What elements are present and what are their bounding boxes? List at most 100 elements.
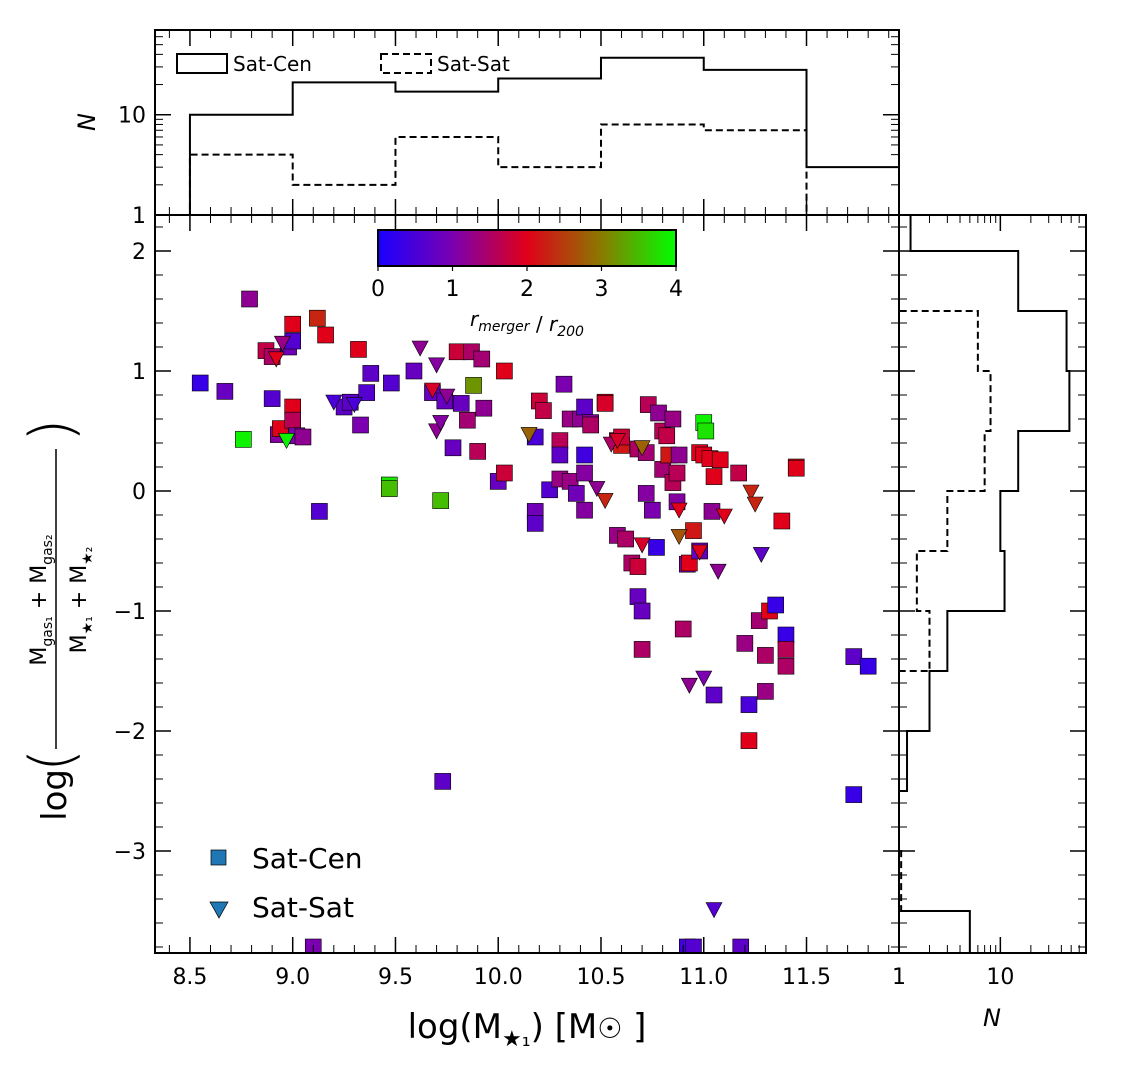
sat-cen-point	[637, 485, 655, 502]
sat-cen-point	[191, 374, 209, 392]
sat-sat-point	[608, 433, 626, 450]
sat-cen-point	[736, 635, 754, 652]
right-x-tick-label: 10	[986, 965, 1014, 990]
sat-cen-point	[448, 343, 466, 361]
top-hist-sat-sat	[188, 123, 808, 215]
sat-cen-point	[311, 503, 328, 520]
sat-cen-point	[674, 620, 692, 638]
sat-cen-point	[757, 647, 774, 664]
top-legend-sat-cen: Sat-Cen	[233, 52, 312, 76]
y-tick-label: 0	[132, 480, 146, 505]
main-scatter-panel: 8.5 9.0 9.5 10.0 10.5 11.0 11.5 2 1 0 −1 −2 −3	[114, 214, 900, 990]
sat-sat-point	[715, 508, 733, 525]
sat-cen-point	[216, 383, 234, 400]
sat-sat-point	[588, 481, 606, 498]
top-legend-dashed-swatch	[380, 53, 432, 74]
sat-cen-point	[473, 350, 491, 368]
top-y-axis-label: N	[73, 113, 101, 131]
colorbar-gradient	[377, 229, 677, 267]
sat-cen-point	[633, 602, 651, 620]
sat-cen-point	[740, 732, 758, 749]
right-x-axis-label: N	[983, 1004, 1001, 1032]
legend-sat-sat-label: Sat-Sat	[252, 891, 354, 924]
sat-sat-point	[691, 544, 709, 561]
sat-cen-point	[475, 399, 493, 417]
svg-text:): )	[17, 419, 87, 442]
sat-cen-point	[685, 522, 702, 539]
sat-sat-point	[520, 427, 538, 444]
sat-sat-point	[273, 335, 291, 352]
colorbar-tick-label: 3	[595, 277, 609, 302]
svg-text:log: log	[35, 769, 75, 821]
top-hist-sat-cen	[188, 56, 899, 215]
sat-cen-point	[685, 938, 702, 953]
sat-cen-point	[568, 485, 585, 502]
sat-cen-point	[777, 641, 795, 658]
svg-text:(: (	[17, 749, 87, 772]
top-histogram-panel: 1 10 N Sat-Cen Sat-Sat	[73, 29, 900, 229]
y-tick-label: −2	[114, 720, 146, 745]
colorbar-label: rmerger / r200	[470, 307, 584, 340]
right-hist-sat-sat	[899, 250, 992, 912]
sat-cen-point	[576, 398, 593, 416]
sat-cen-point	[617, 530, 634, 548]
y-tick-label: 2	[132, 240, 146, 265]
sat-cen-point	[380, 480, 398, 497]
sat-cen-point	[740, 696, 758, 713]
x-tick-label: 11.0	[679, 965, 728, 990]
sat-cen-point	[705, 686, 723, 704]
sat-cen-point	[535, 402, 552, 419]
sat-sat-point	[345, 397, 363, 414]
y-tick-label: 1	[132, 360, 146, 385]
sat-sat-point	[325, 394, 343, 411]
svg-text:M★₁ + M★₂: M★₁ + M★₂	[67, 547, 96, 654]
sat-cen-point	[309, 309, 326, 327]
sat-cen-point	[284, 315, 302, 333]
sat-cen-point	[705, 468, 723, 485]
sat-cen-point	[294, 428, 312, 446]
legend-square-marker	[210, 849, 227, 866]
sat-sat-point	[633, 537, 651, 554]
top-legend: Sat-Cen Sat-Sat	[176, 52, 510, 76]
sat-cen-point	[644, 501, 661, 519]
x-tick-label: 10.0	[474, 965, 523, 990]
sat-cen-point	[777, 626, 795, 644]
sat-cen-point	[496, 464, 513, 482]
x-tick-label: 9.5	[378, 965, 413, 990]
sat-sat-point	[438, 388, 456, 405]
sat-sat-point	[633, 440, 651, 457]
x-tick-label: 9.0	[275, 965, 310, 990]
sat-cen-point	[787, 459, 805, 477]
sat-sat-point	[432, 415, 450, 432]
sat-sat-point	[670, 502, 688, 519]
sat-cen-point	[444, 439, 462, 457]
sat-cen-point	[434, 773, 452, 790]
right-frame	[898, 214, 1087, 954]
sat-cen-point	[432, 492, 449, 509]
sat-cen-point	[859, 657, 877, 675]
sat-sat-point	[742, 484, 760, 501]
sat-cen-point	[664, 410, 682, 428]
sat-cen-point	[352, 416, 369, 434]
right-x-tick-label: 1	[892, 965, 906, 990]
top-y-tick-label: 1	[132, 204, 146, 229]
sat-cen-point	[526, 515, 544, 532]
colorbar-tick-label: 1	[446, 277, 460, 302]
top-y-tick-label: 10	[118, 104, 146, 129]
sat-cen-point	[235, 431, 252, 448]
sat-cen-point	[469, 443, 486, 460]
sat-cen-point	[405, 362, 423, 380]
sat-sat-point	[695, 670, 713, 687]
sat-cen-point	[582, 416, 600, 434]
sat-cen-point	[459, 411, 476, 429]
sat-cen-point	[362, 365, 380, 382]
sat-cen-point	[658, 427, 676, 445]
main-legend: Sat-Cen Sat-Sat	[209, 842, 363, 924]
sat-sat-point	[709, 563, 727, 580]
colorbar: 0 1 2 3 4 rmerger / r200	[371, 229, 683, 340]
sat-cen-point	[555, 375, 573, 393]
sat-sat-point	[423, 382, 441, 399]
x-axis-label: log(M★₁) [M☉ ]	[408, 1007, 647, 1052]
top-legend-sat-sat: Sat-Sat	[437, 52, 510, 76]
